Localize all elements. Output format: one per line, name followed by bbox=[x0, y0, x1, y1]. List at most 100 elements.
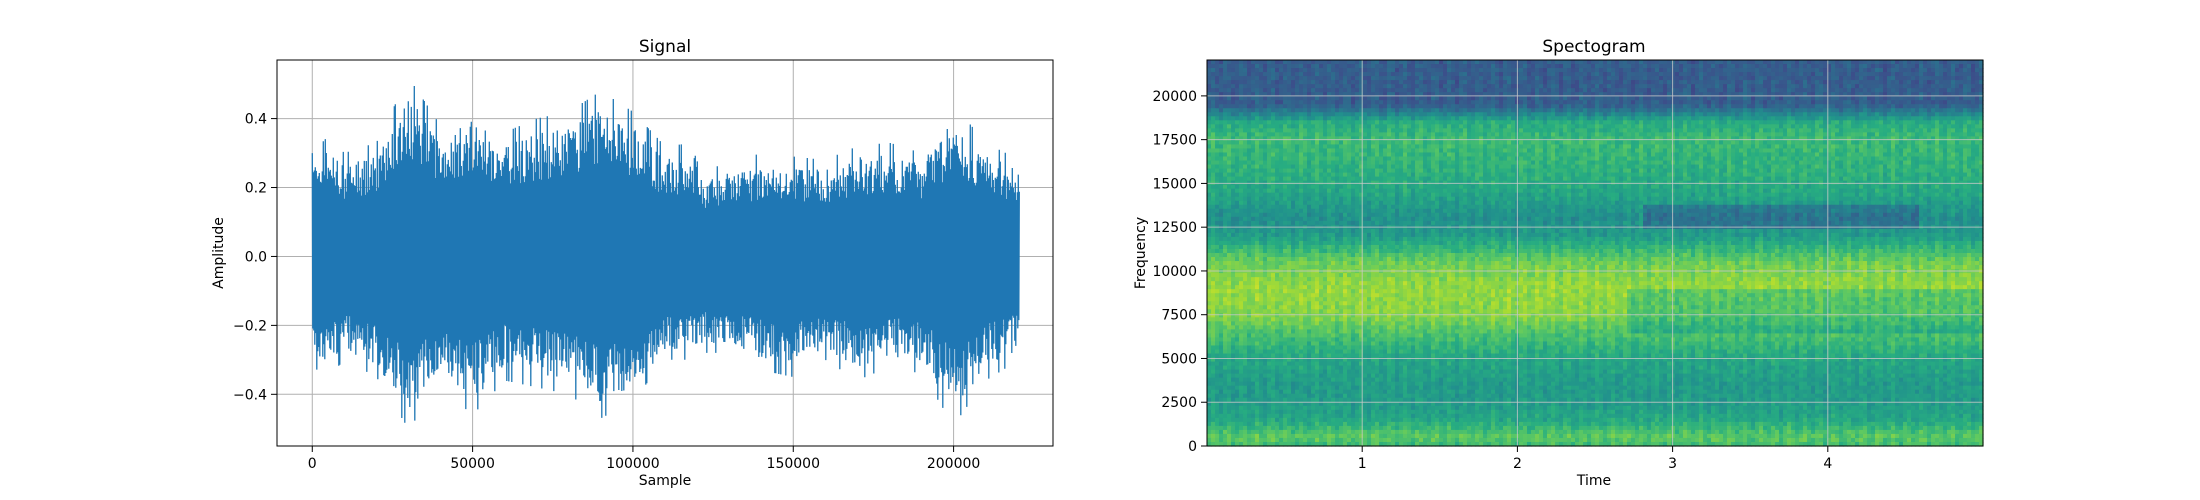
spectrogram-cell bbox=[1427, 64, 1432, 69]
spectrogram-cell bbox=[1387, 104, 1392, 109]
spectrogram-cell bbox=[1855, 100, 1860, 105]
spectrogram-cell bbox=[1875, 157, 1880, 162]
spectrogram-cell bbox=[1379, 148, 1384, 153]
spectrogram-cell bbox=[1387, 116, 1392, 121]
spectrogram-cell bbox=[1687, 72, 1692, 77]
spectrogram-cell bbox=[1427, 152, 1432, 157]
spectrogram-cell bbox=[1887, 157, 1892, 162]
spectrogram-cell bbox=[1259, 136, 1264, 141]
spectrogram-cell bbox=[1939, 84, 1944, 89]
spectrogram-cell bbox=[1211, 144, 1216, 149]
spectrogram-cell bbox=[1431, 140, 1436, 145]
spectrogram-cell bbox=[1503, 108, 1508, 113]
spectrogram-cell bbox=[1659, 64, 1664, 69]
spectrogram-cell bbox=[1259, 132, 1264, 137]
spectrogram-cell bbox=[1435, 108, 1440, 113]
spectrogram-cell bbox=[1907, 152, 1912, 157]
spectrogram-cell bbox=[1587, 148, 1592, 153]
spectrogram-cell bbox=[1571, 152, 1576, 157]
spectrogram-cell bbox=[1231, 136, 1236, 141]
spectrogram-cell bbox=[1843, 72, 1848, 77]
spectrogram-cell bbox=[1283, 80, 1288, 85]
spectrogram-cell bbox=[1547, 136, 1552, 141]
spectrogram-cell bbox=[1643, 76, 1648, 81]
spectrogram-cell bbox=[1611, 132, 1616, 137]
spectrogram-cell bbox=[1423, 124, 1428, 129]
spectrogram-cell bbox=[1407, 88, 1412, 93]
spectrogram-cell bbox=[1275, 88, 1280, 93]
spectrogram-cell bbox=[1811, 157, 1816, 162]
spectrogram-cell bbox=[1711, 148, 1716, 153]
spectrogram-cell bbox=[1843, 136, 1848, 141]
spectrogram-cell bbox=[1267, 96, 1272, 101]
spectrogram-cell bbox=[1755, 120, 1760, 125]
spectrogram-cell bbox=[1339, 76, 1344, 81]
spectrogram-cell bbox=[1447, 60, 1452, 65]
spectrogram-cell bbox=[1247, 116, 1252, 121]
spectrogram-cell bbox=[1547, 88, 1552, 93]
spectrogram-cell bbox=[1339, 96, 1344, 101]
spectrogram-cell bbox=[1751, 112, 1756, 117]
spectrogram-cell bbox=[1915, 120, 1920, 125]
spectrogram-cell bbox=[1467, 96, 1472, 101]
spectrogram-cell bbox=[1627, 132, 1632, 137]
spectrogram-cell bbox=[1611, 161, 1616, 166]
spectrogram-cell bbox=[1359, 140, 1364, 145]
spectrogram-cell bbox=[1443, 104, 1448, 109]
spectrogram-cell bbox=[1379, 120, 1384, 125]
spectrogram-cell bbox=[1391, 104, 1396, 109]
spectrogram-cell bbox=[1771, 157, 1776, 162]
spectrogram-cell bbox=[1795, 64, 1800, 69]
spectrogram-cell bbox=[1543, 140, 1548, 145]
spectrogram-cell bbox=[1871, 96, 1876, 101]
spectrogram-cell bbox=[1867, 104, 1872, 109]
spectrogram-cell bbox=[1607, 68, 1612, 73]
spectrogram-cell bbox=[1763, 84, 1768, 89]
spectrogram-cell bbox=[1727, 140, 1732, 145]
spectrogram-cell bbox=[1511, 64, 1516, 69]
spectrogram-cell bbox=[1647, 96, 1652, 101]
spectrogram-cell bbox=[1763, 116, 1768, 121]
spectrogram-cell bbox=[1215, 104, 1220, 109]
spectrogram-cell bbox=[1771, 136, 1776, 141]
spectrogram-cell bbox=[1787, 60, 1792, 65]
spectrogram-cell bbox=[1767, 136, 1772, 141]
spectrogram-cell bbox=[1395, 148, 1400, 153]
spectrogram-cell bbox=[1359, 84, 1364, 89]
spectrogram-cell bbox=[1423, 84, 1428, 89]
spectrogram-cell bbox=[1835, 157, 1840, 162]
spectrogram-title: Spectogram bbox=[1542, 37, 1645, 57]
spectrogram-cell bbox=[1223, 116, 1228, 121]
spectrogram-cell bbox=[1667, 108, 1672, 113]
spectrogram-cell bbox=[1731, 152, 1736, 157]
spectrogram-cell bbox=[1723, 157, 1728, 162]
spectrogram-cell bbox=[1887, 104, 1892, 109]
spectrogram-cell bbox=[1543, 108, 1548, 113]
spectrogram-cell bbox=[1379, 140, 1384, 145]
spectrogram-cell bbox=[1911, 148, 1916, 153]
spectrogram-cell bbox=[1539, 120, 1544, 125]
spectrogram-cell bbox=[1355, 136, 1360, 141]
spectrogram-cell bbox=[1975, 132, 1980, 137]
spectrogram-cell bbox=[1891, 157, 1896, 162]
spectrogram-cell bbox=[1279, 128, 1284, 133]
spectrogram-cell bbox=[1415, 80, 1420, 85]
spectrogram-cell bbox=[1623, 72, 1628, 77]
spectrogram-cell bbox=[1411, 112, 1416, 117]
spectrogram-cell bbox=[1523, 64, 1528, 69]
spectrogram-cell bbox=[1759, 148, 1764, 153]
spectrogram-cell bbox=[1899, 148, 1904, 153]
spectrogram-cell bbox=[1263, 84, 1268, 89]
spectrogram-cell bbox=[1403, 96, 1408, 101]
spectrogram-cell bbox=[1207, 64, 1212, 69]
spectrogram-cell bbox=[1619, 148, 1624, 153]
spectrogram-cell bbox=[1207, 88, 1212, 93]
spectrogram-cell bbox=[1831, 140, 1836, 145]
spectrogram-cell bbox=[1595, 161, 1600, 166]
spectrogram-cell bbox=[1259, 88, 1264, 93]
spectrogram-cell bbox=[1835, 84, 1840, 89]
spectrogram-cell bbox=[1395, 104, 1400, 109]
spectrogram-cell bbox=[1779, 96, 1784, 101]
spectrogram-cell bbox=[1531, 161, 1536, 166]
spectrogram-cell bbox=[1459, 60, 1464, 65]
